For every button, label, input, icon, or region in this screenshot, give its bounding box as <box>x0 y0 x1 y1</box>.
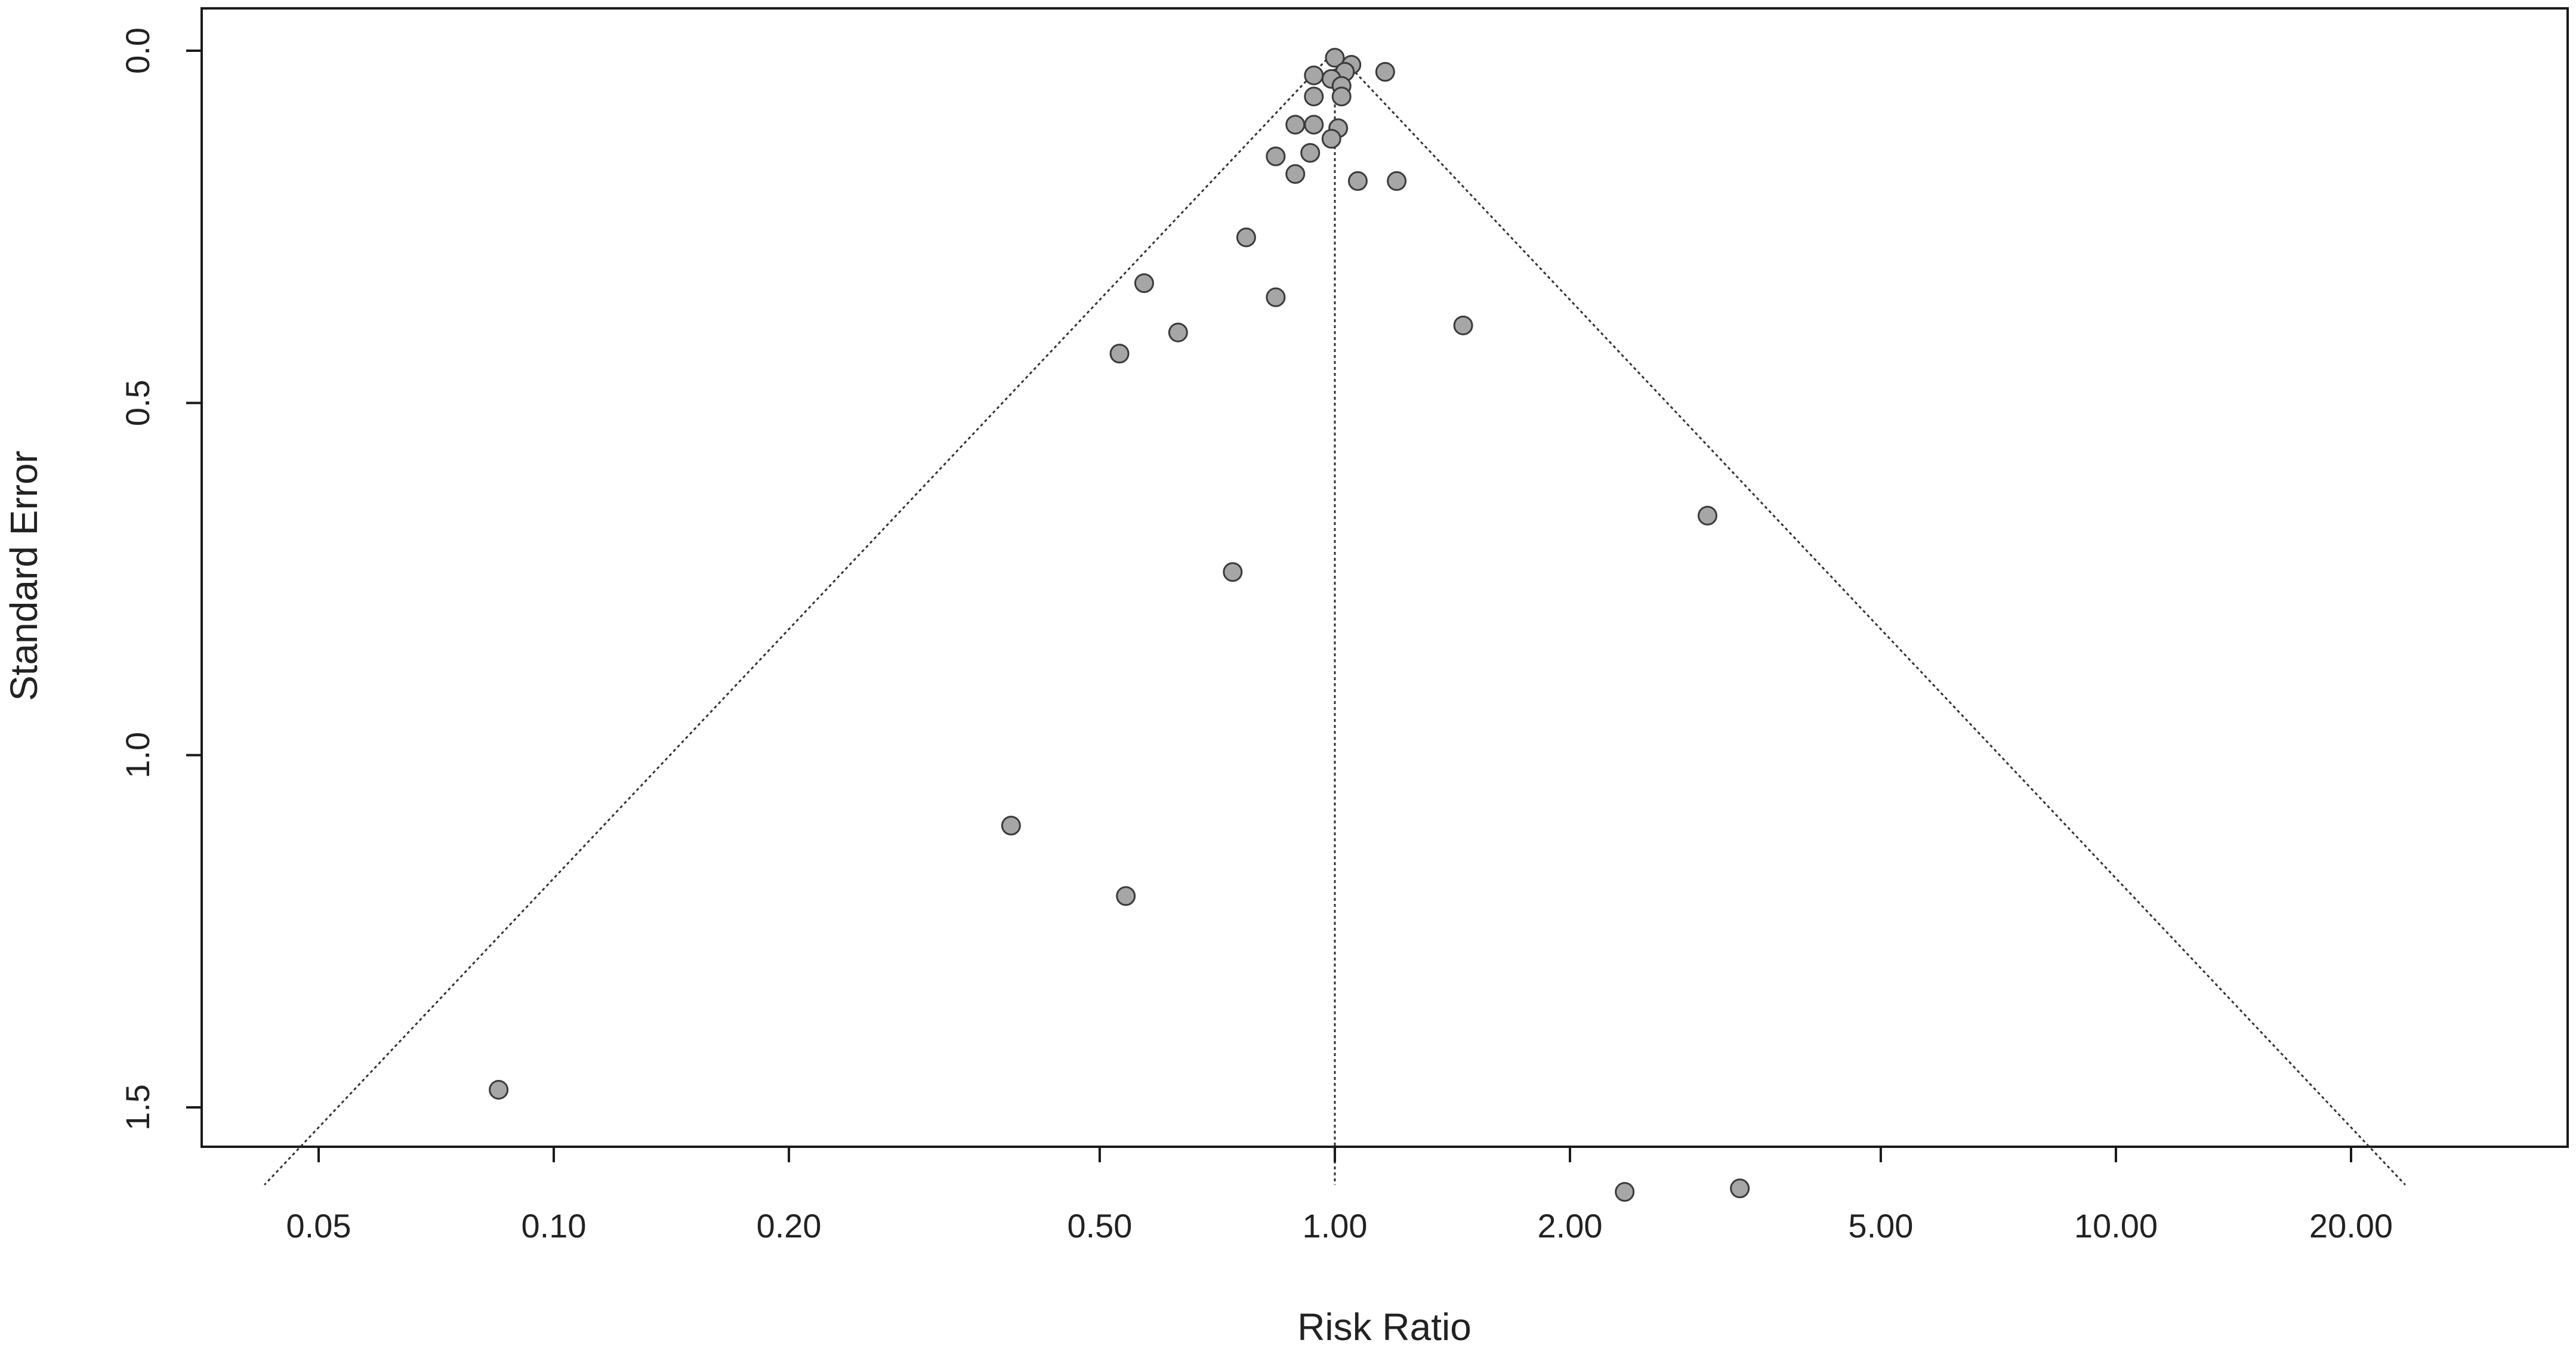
x-tick-label-5.00: 5.00 <box>1848 1207 1913 1245</box>
x-tick-label-0.05: 0.05 <box>286 1207 351 1245</box>
y-axis: 0.0 0.5 1.0 1.5 <box>119 27 203 1131</box>
y-tick-label-0.0: 0.0 <box>119 27 156 74</box>
study-point-16 <box>1285 164 1306 184</box>
study-point-18 <box>1387 171 1407 191</box>
study-point-26 <box>1223 562 1243 582</box>
study-point-13 <box>1321 129 1341 149</box>
study-point-19 <box>1236 227 1256 248</box>
study-point-3 <box>1375 61 1395 82</box>
x-tick-label-10.00: 10.00 <box>2074 1207 2158 1245</box>
study-point-30 <box>1615 1182 1635 1202</box>
x-tick-label-0.50: 0.50 <box>1067 1207 1132 1245</box>
study-point-9 <box>1331 87 1352 107</box>
plot-border <box>200 7 2569 1148</box>
x-tick-label-2.00: 2.00 <box>1538 1207 1603 1245</box>
study-point-20 <box>1134 273 1154 294</box>
y-tick-label-1.5: 1.5 <box>119 1084 156 1131</box>
study-point-31 <box>1730 1178 1750 1199</box>
y-tick-label-1.0: 1.0 <box>119 732 156 779</box>
x-tick-label-20.00: 20.00 <box>2309 1207 2393 1245</box>
y-tick-label-0.5: 0.5 <box>119 379 156 426</box>
study-point-10 <box>1285 115 1306 135</box>
x-axis-title: Risk Ratio <box>1297 1305 1471 1348</box>
study-point-29 <box>489 1079 509 1100</box>
study-point-22 <box>1453 315 1473 335</box>
funnel-left-line <box>264 50 1336 1186</box>
x-axis: 0.05 0.10 0.20 0.50 1.00 2.00 5.00 10.00 20.00 <box>286 1146 2393 1245</box>
study-point-4 <box>1304 65 1324 85</box>
x-tick-label-1.00: 1.00 <box>1303 1207 1368 1245</box>
funnel-lines <box>264 50 2406 1186</box>
data-points <box>489 48 1750 1202</box>
study-point-21 <box>1266 287 1286 307</box>
study-point-14 <box>1266 146 1286 166</box>
study-point-11 <box>1304 115 1324 135</box>
study-point-23 <box>1168 322 1188 342</box>
study-point-28 <box>1116 886 1136 906</box>
study-point-8 <box>1304 87 1324 107</box>
x-tick-label-0.20: 0.20 <box>757 1207 822 1245</box>
study-point-25 <box>1698 505 1718 526</box>
study-point-24 <box>1109 344 1130 364</box>
study-point-17 <box>1347 171 1368 191</box>
study-point-1 <box>1325 48 1345 68</box>
study-point-27 <box>1001 816 1021 836</box>
y-axis-title: Standard Error <box>2 450 45 701</box>
x-tick-label-0.10: 0.10 <box>522 1207 587 1245</box>
study-point-15 <box>1300 143 1321 163</box>
funnel-right-line <box>1334 50 2406 1186</box>
